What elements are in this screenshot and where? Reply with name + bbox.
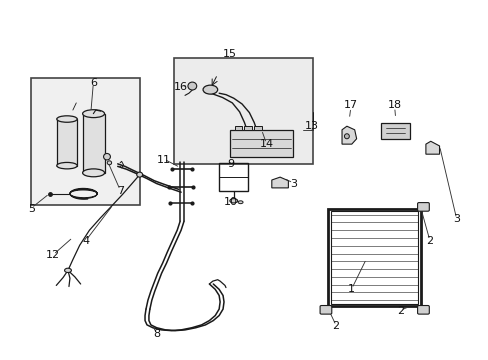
Text: 3: 3 — [452, 215, 459, 224]
Ellipse shape — [344, 134, 348, 139]
Text: 11: 11 — [157, 155, 171, 165]
Polygon shape — [31, 78, 140, 205]
Text: 2: 2 — [332, 321, 339, 331]
Ellipse shape — [229, 199, 237, 203]
Ellipse shape — [82, 110, 104, 118]
Text: 7: 7 — [116, 186, 123, 196]
Text: 14: 14 — [259, 139, 273, 149]
Polygon shape — [254, 126, 261, 130]
Text: 16: 16 — [174, 82, 188, 92]
Polygon shape — [244, 126, 251, 130]
Polygon shape — [229, 130, 293, 157]
Text: 10: 10 — [224, 197, 237, 207]
Text: 13: 13 — [304, 121, 318, 131]
Polygon shape — [271, 177, 288, 188]
Polygon shape — [173, 58, 312, 164]
Text: 18: 18 — [387, 100, 401, 110]
Ellipse shape — [64, 268, 71, 273]
FancyBboxPatch shape — [320, 306, 331, 314]
Ellipse shape — [203, 85, 217, 94]
Text: 9: 9 — [227, 159, 234, 169]
Text: 2: 2 — [396, 306, 403, 316]
Ellipse shape — [187, 82, 196, 90]
Polygon shape — [234, 126, 242, 130]
Ellipse shape — [238, 201, 243, 204]
Polygon shape — [380, 123, 409, 139]
Text: 2: 2 — [426, 236, 432, 246]
Text: 8: 8 — [153, 329, 160, 339]
Text: 12: 12 — [46, 250, 61, 260]
Text: 1: 1 — [347, 284, 355, 294]
Polygon shape — [57, 119, 77, 166]
Text: 5: 5 — [28, 204, 35, 214]
Text: 17: 17 — [343, 100, 357, 110]
Polygon shape — [341, 126, 356, 144]
Text: 4: 4 — [82, 236, 89, 246]
Ellipse shape — [57, 162, 77, 169]
Ellipse shape — [107, 161, 111, 165]
Text: 3: 3 — [289, 179, 296, 189]
Polygon shape — [425, 141, 439, 154]
Ellipse shape — [57, 116, 77, 122]
FancyBboxPatch shape — [417, 306, 428, 314]
Text: 6: 6 — [90, 78, 97, 88]
Text: 15: 15 — [223, 49, 236, 59]
Ellipse shape — [82, 169, 104, 177]
FancyBboxPatch shape — [417, 203, 428, 211]
Polygon shape — [82, 114, 104, 173]
Ellipse shape — [103, 153, 110, 160]
Ellipse shape — [137, 172, 142, 177]
